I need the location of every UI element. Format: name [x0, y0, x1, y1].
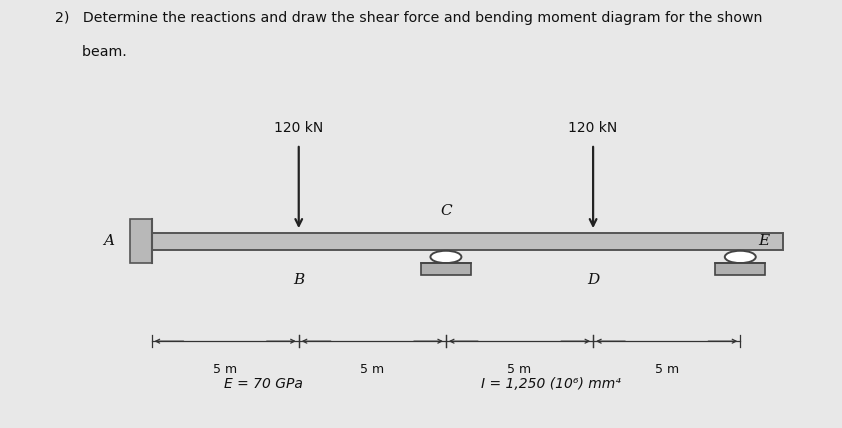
Bar [152, 232, 783, 250]
Text: I = 1,250 (10⁶) mm⁴: I = 1,250 (10⁶) mm⁴ [481, 377, 621, 391]
Text: 5 m: 5 m [654, 363, 679, 376]
Circle shape [725, 251, 756, 263]
Text: beam.: beam. [55, 45, 126, 59]
Circle shape [430, 251, 461, 263]
Text: 2)   Determine the reactions and draw the shear force and bending moment diagram: 2) Determine the reactions and draw the … [55, 11, 762, 25]
Bar [130, 220, 152, 263]
Text: D: D [587, 273, 600, 287]
Text: 5 m: 5 m [508, 363, 531, 376]
Text: 120 kN: 120 kN [568, 121, 618, 135]
Text: C: C [440, 204, 452, 218]
Text: 5 m: 5 m [213, 363, 237, 376]
Text: B: B [293, 273, 304, 287]
Text: 120 kN: 120 kN [274, 121, 323, 135]
Text: E = 70 GPa: E = 70 GPa [225, 377, 303, 391]
Text: E: E [758, 234, 769, 248]
Text: A: A [104, 234, 115, 248]
Bar [715, 263, 765, 275]
Text: 5 m: 5 m [360, 363, 385, 376]
Bar [421, 263, 472, 275]
